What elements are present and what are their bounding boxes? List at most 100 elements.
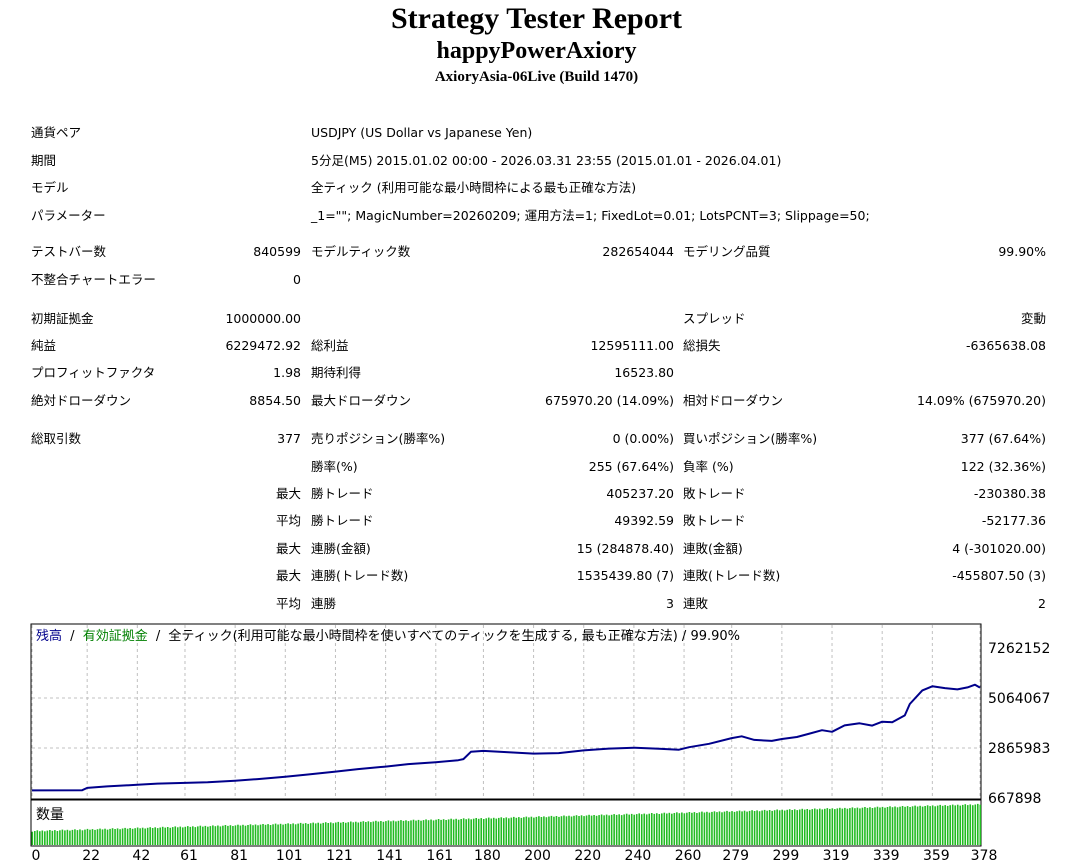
volume-bar xyxy=(525,816,528,845)
volume-bar xyxy=(658,814,661,845)
volume-bar xyxy=(874,807,876,845)
info-value-model: 全ティック (利用可能な最小時間枠による最も正確な方法) xyxy=(311,180,637,195)
volume-bar xyxy=(673,813,676,845)
consec-wins-money-value: 15 (284878.40) xyxy=(576,541,674,556)
volume-bar xyxy=(884,807,886,845)
volume-bar xyxy=(312,822,314,845)
volume-bar xyxy=(309,823,312,845)
volume-bar xyxy=(961,804,964,845)
volume-bar xyxy=(299,822,302,845)
chart-legend: 残高 / 有効証拠金 / 全ティック(利用可能な最小時間枠を使いすべてのティック… xyxy=(36,628,740,644)
volume-bar xyxy=(841,808,844,845)
volume-bar xyxy=(252,825,254,845)
volume-bar xyxy=(668,812,671,845)
win-rate-label: 勝率(%) xyxy=(311,459,358,474)
volume-bar xyxy=(979,804,982,845)
gross-loss-label: 総損失 xyxy=(683,338,721,353)
volume-bar xyxy=(324,822,327,845)
legend-equity: 有効証拠金 xyxy=(83,628,148,644)
x-tick-label: 279 xyxy=(722,848,749,864)
x-tick-label: 319 xyxy=(823,848,850,864)
volume-bar xyxy=(580,815,583,845)
volume-bar xyxy=(197,826,199,845)
volume-bar xyxy=(307,823,309,845)
volume-bar xyxy=(671,813,673,845)
volume-bar xyxy=(347,822,350,845)
x-tick-label: 161 xyxy=(426,848,453,864)
legend-sep-2: / xyxy=(156,629,161,644)
volume-bar xyxy=(535,816,538,845)
average-prefix: 平均 xyxy=(275,513,301,528)
volume-bar xyxy=(171,827,174,845)
volume-bar xyxy=(846,808,849,845)
volume-bar xyxy=(578,816,580,845)
volume-bar xyxy=(924,806,926,845)
volume-bar xyxy=(786,809,788,845)
info-value-parameters: _1=""; MagicNumber=20260209; 運用方法=1; Fix… xyxy=(311,208,870,223)
volume-bar xyxy=(89,829,91,845)
volume-bar xyxy=(593,815,595,845)
gross-profit-value: 12595111.00 xyxy=(590,338,674,353)
volume-bar xyxy=(583,816,585,845)
volume-bar xyxy=(869,807,871,845)
volume-bar xyxy=(610,814,613,845)
volume-bar xyxy=(154,827,156,845)
volume-bar xyxy=(505,817,508,845)
volume-bar xyxy=(688,812,691,845)
volume-bar xyxy=(455,818,457,845)
profit-factor-value: 1.98 xyxy=(273,365,301,380)
volume-bar xyxy=(417,819,420,845)
volume-bar xyxy=(219,826,222,845)
volume-bar xyxy=(916,806,919,845)
volume-bar xyxy=(866,807,869,845)
volume-bar xyxy=(159,827,161,845)
volume-bar xyxy=(608,815,610,845)
volume-bar xyxy=(460,819,462,845)
volume-bar xyxy=(914,805,916,845)
volume-bar xyxy=(600,814,603,845)
profit-factor-label: プロフィットファクタ xyxy=(31,365,156,380)
volume-bar xyxy=(370,822,372,845)
volume-bar xyxy=(683,813,686,845)
volume-bar xyxy=(470,819,472,845)
volume-bar xyxy=(96,829,99,845)
volume-bar xyxy=(876,806,879,845)
volume-bar xyxy=(332,823,335,845)
volume-bar xyxy=(106,829,109,845)
avg-consec-wins-label: 連勝 xyxy=(311,596,337,611)
volume-bar xyxy=(768,810,771,845)
volume-bar xyxy=(397,820,400,845)
volume-bar xyxy=(508,818,510,845)
volume-bar xyxy=(844,807,846,845)
volume-bar xyxy=(344,822,347,845)
volume-bar xyxy=(859,808,861,845)
volume-bar xyxy=(901,806,904,845)
volume-bar xyxy=(282,824,284,845)
total-trades-label: 総取引数 xyxy=(31,431,82,446)
volume-bar xyxy=(929,806,931,845)
x-tick-label: 339 xyxy=(873,848,900,864)
volume-bar xyxy=(528,817,530,845)
x-tick-label: 101 xyxy=(276,848,303,864)
volume-bar xyxy=(334,822,337,845)
volume-bar xyxy=(738,810,741,845)
x-tick-label: 42 xyxy=(132,848,150,864)
volume-bar xyxy=(390,821,392,845)
volume-bar xyxy=(204,825,207,845)
x-tick-label: 0 xyxy=(32,848,41,864)
volume-bar xyxy=(264,824,267,845)
chart-grid xyxy=(31,625,981,798)
volume-bar xyxy=(467,818,470,845)
volume-bar xyxy=(36,830,39,845)
volume-bar xyxy=(502,818,505,845)
volume-bar xyxy=(350,821,352,845)
avg-consec-prefix: 平均 xyxy=(275,596,301,611)
abs-drawdown-label: 絶対ドローダウン xyxy=(31,393,132,408)
volume-bar xyxy=(124,827,126,845)
volume-bar xyxy=(538,816,540,845)
volume-bar xyxy=(360,821,362,845)
volume-bar xyxy=(763,809,766,845)
volume-bar xyxy=(976,803,979,845)
volume-bar xyxy=(415,820,417,845)
expected-payoff-value: 16523.80 xyxy=(614,365,674,380)
